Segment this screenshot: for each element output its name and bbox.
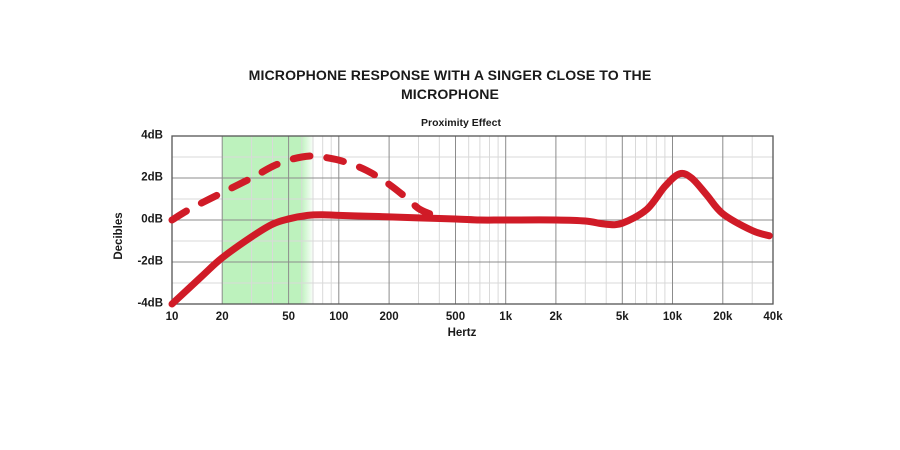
svg-text:1k: 1k [499, 311, 512, 323]
svg-text:10k: 10k [663, 311, 683, 323]
svg-text:2k: 2k [550, 311, 563, 323]
svg-text:20: 20 [216, 311, 229, 323]
svg-text:-4dB: -4dB [137, 298, 163, 310]
svg-text:100: 100 [329, 311, 348, 323]
svg-text:10: 10 [166, 311, 179, 323]
svg-text:40k: 40k [763, 311, 783, 323]
svg-text:2dB: 2dB [141, 172, 163, 184]
svg-text:20k: 20k [713, 311, 733, 323]
svg-text:500: 500 [446, 311, 465, 323]
svg-text:0dB: 0dB [141, 214, 163, 226]
svg-text:200: 200 [380, 311, 399, 323]
svg-text:4dB: 4dB [141, 130, 163, 142]
svg-text:50: 50 [282, 311, 295, 323]
svg-text:5k: 5k [616, 311, 629, 323]
svg-text:-2dB: -2dB [137, 256, 163, 268]
